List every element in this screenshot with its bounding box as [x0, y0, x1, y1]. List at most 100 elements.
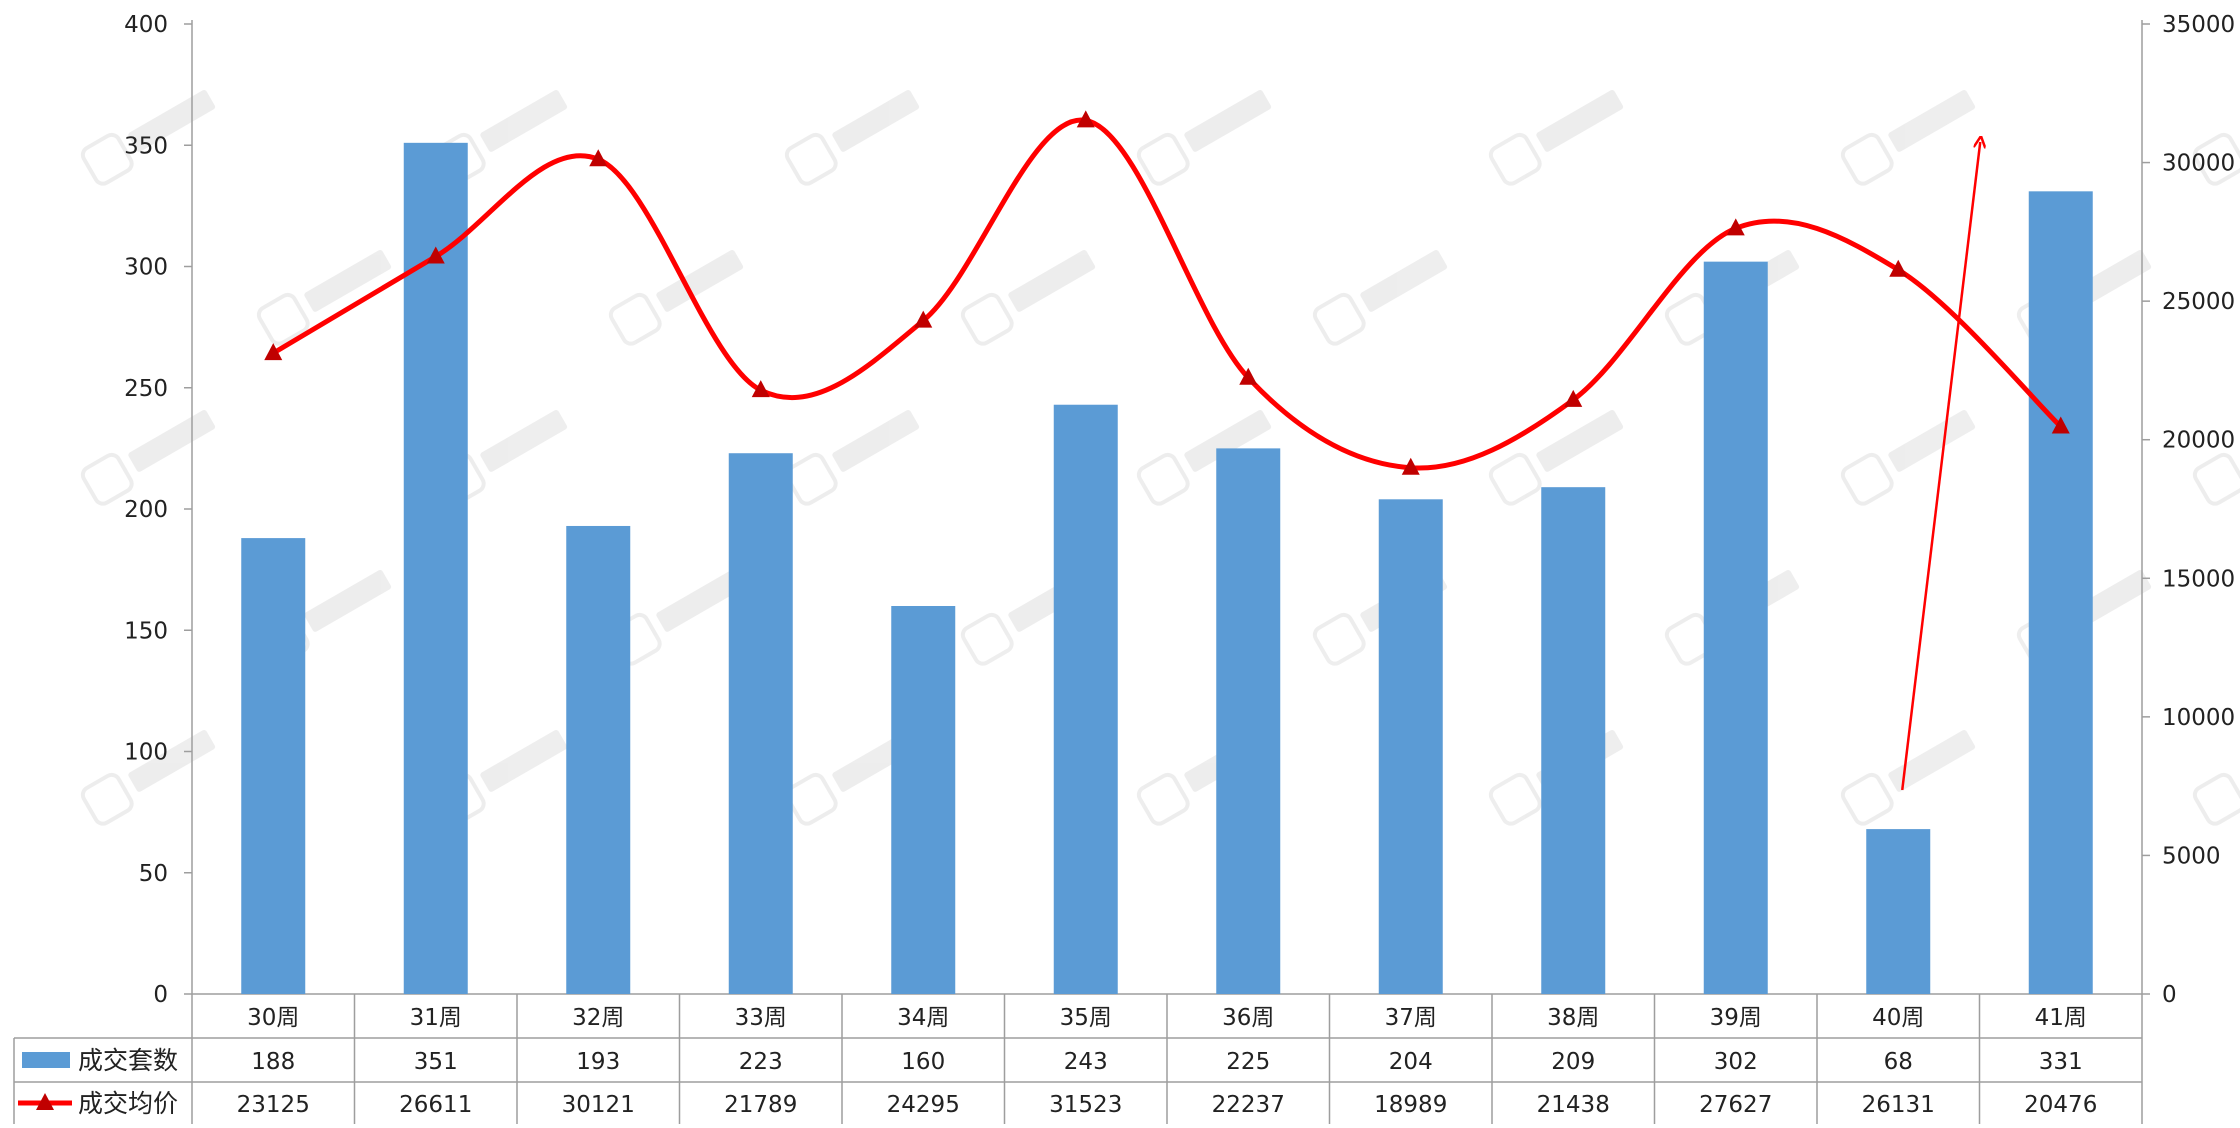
left-tick-label: 50: [139, 861, 168, 887]
watermark-icon-bar: [480, 89, 568, 152]
bar: [728, 453, 793, 995]
table-value: 243: [1064, 1049, 1108, 1075]
right-tick-label: 10000: [2162, 705, 2235, 731]
watermark-icon-frame: [1136, 452, 1190, 506]
watermark-icon: [2192, 132, 2240, 186]
table-value: 209: [1551, 1049, 1595, 1075]
bar: [1378, 499, 1443, 994]
avg-price-marker: [1076, 110, 1095, 128]
right-tick-label: 30000: [2162, 151, 2235, 177]
watermark-icon-bar: [1888, 409, 1976, 472]
watermark-icon-frame: [1136, 772, 1190, 826]
watermark-icon-frame: [1488, 452, 1542, 506]
watermark-icon-bar: [1184, 89, 1272, 152]
watermark-icon: [960, 249, 1096, 346]
watermark-icon-bar: [832, 409, 920, 472]
bar: [2028, 191, 2093, 994]
right-tick-label: 5000: [2162, 843, 2221, 869]
watermark-icon-bar: [128, 409, 216, 472]
table-value: 223: [739, 1049, 783, 1075]
watermark-icon: [2192, 772, 2240, 826]
right-tick-label: 0: [2162, 982, 2177, 1008]
x-category-label: 38周: [1547, 1005, 1599, 1031]
data-table: 30周 31周 32周 33周 34周 35周 36周 37周 38周 39周 40周 41周成交套数…: [13, 994, 2143, 1124]
watermark-icon-bar: [304, 569, 392, 632]
watermark-icon-frame: [1488, 132, 1542, 186]
watermark-icon-bar: [1008, 249, 1096, 312]
watermark-icon-frame: [2192, 452, 2240, 506]
watermark-icon: [784, 409, 920, 506]
watermark-icon-frame: [80, 772, 134, 826]
table-value: 27627: [1699, 1092, 1772, 1118]
avg-price-line: [271, 117, 2063, 471]
x-category-label: 34周: [897, 1005, 949, 1031]
left-tick-label: 400: [124, 12, 168, 38]
avg-price-marker: [1401, 457, 1420, 475]
watermark-icon: [608, 249, 744, 346]
watermark-icon: [256, 249, 392, 346]
watermark-icon-bar: [1360, 249, 1448, 312]
table-value: 204: [1389, 1049, 1433, 1075]
legend-series-name: 成交套数: [78, 1046, 178, 1075]
left-tick-label: 200: [124, 497, 168, 523]
watermark-icon-frame: [256, 292, 310, 346]
legend-line-marker: [36, 1093, 54, 1110]
x-category-label: 39周: [1710, 1005, 1762, 1031]
table-value: 30121: [562, 1092, 635, 1118]
watermark-icon-bar: [1536, 89, 1624, 152]
table-value: 26131: [1862, 1092, 1935, 1118]
x-category-label: 33周: [735, 1005, 787, 1031]
bar: [403, 142, 468, 994]
watermark-icon-frame: [2192, 772, 2240, 826]
annotation-layer: [1901, 142, 1980, 791]
table-value: 193: [576, 1049, 620, 1075]
table-value: 331: [2039, 1049, 2083, 1075]
table-value: 302: [1714, 1049, 1758, 1075]
table-value: 68: [1884, 1049, 1913, 1075]
watermark-icon-frame: [80, 452, 134, 506]
watermark-icon-frame: [1488, 772, 1542, 826]
left-tick-label: 150: [124, 618, 168, 644]
avg-price-marker: [1726, 218, 1745, 236]
avg-price-marker: [2051, 416, 2070, 434]
table-value: 22237: [1212, 1092, 1285, 1118]
watermark-icon-bar: [128, 729, 216, 792]
x-category-label: 31周: [410, 1005, 462, 1031]
watermark-icon: [80, 409, 216, 506]
watermark-icon: [80, 729, 216, 826]
bar: [1866, 829, 1931, 994]
watermark-icon-frame: [784, 132, 838, 186]
left-tick-label: 300: [124, 255, 168, 281]
avg-price-marker: [426, 246, 445, 264]
watermark-icon-bar: [1888, 729, 1976, 792]
x-category-label: 37周: [1385, 1005, 1437, 1031]
avg-price-marker: [751, 380, 770, 398]
watermark-icon-frame: [784, 452, 838, 506]
avg-price-marker: [914, 310, 933, 328]
watermark-icon-bar: [304, 249, 392, 312]
avg-price-marker: [1564, 389, 1583, 407]
watermark-icon-bar: [656, 249, 744, 312]
watermark-icon-bar: [128, 89, 216, 152]
watermark-icon-frame: [960, 612, 1014, 666]
watermark-icon-frame: [784, 772, 838, 826]
legend-series-name: 成交均价: [78, 1089, 178, 1118]
watermark-icon: [1312, 249, 1448, 346]
avg-price-marker: [589, 149, 608, 167]
right-tick-label: 25000: [2162, 289, 2235, 315]
watermark-icon-frame: [960, 292, 1014, 346]
watermark-icon: [1840, 729, 1976, 826]
table-value: 18989: [1374, 1092, 1447, 1118]
left-tick-label: 100: [124, 740, 168, 766]
watermark-icon: [1840, 409, 1976, 506]
table-value: 21438: [1537, 1092, 1610, 1118]
watermark-icon: [1488, 89, 1624, 186]
line-layer: [264, 110, 2070, 475]
table-value: 160: [901, 1049, 945, 1075]
watermark-icon-frame: [1136, 132, 1190, 186]
right-tick-label: 35000: [2162, 12, 2235, 38]
table-value: 26611: [399, 1092, 472, 1118]
x-category-label: 36周: [1222, 1005, 1274, 1031]
watermark-icon-bar: [1184, 409, 1272, 472]
